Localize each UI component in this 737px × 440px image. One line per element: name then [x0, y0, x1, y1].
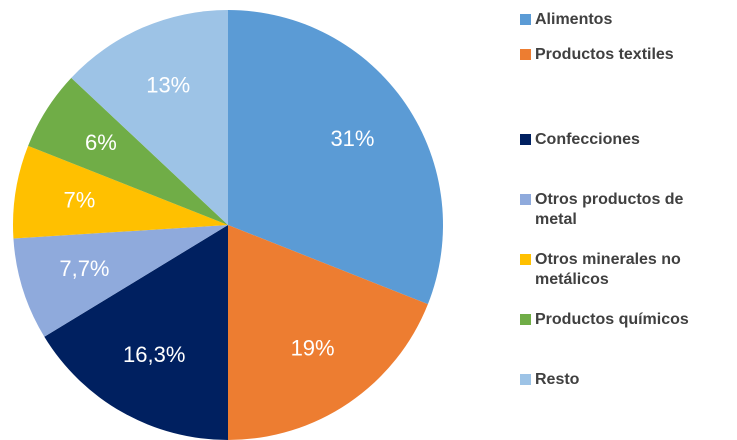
legend-swatch	[520, 194, 531, 205]
legend-swatch	[520, 374, 531, 385]
legend-swatch	[520, 134, 531, 145]
legend-label: Productos químicos	[535, 311, 689, 328]
legend-item: Resto	[520, 370, 720, 390]
pie-slice	[13, 225, 228, 337]
data-label: 7%	[63, 187, 95, 212]
legend-label: Otros productos de metal	[535, 191, 684, 228]
legend-label: Resto	[535, 371, 580, 388]
legend-swatch	[520, 49, 531, 60]
legend-item: Confecciones	[520, 130, 720, 150]
pie-slice	[28, 77, 229, 225]
legend-label: Otros minerales no metálicos	[535, 251, 681, 288]
legend-swatch	[520, 314, 531, 325]
legend-swatch	[520, 254, 531, 265]
data-label: 31%	[330, 126, 374, 151]
pie-slice	[71, 10, 228, 225]
data-label: 19%	[291, 335, 335, 360]
pie-slice	[44, 225, 228, 440]
legend-item: Productos textiles	[520, 45, 720, 65]
legend-item: Otros minerales no metálicos	[520, 250, 720, 290]
data-label: 13%	[146, 73, 190, 98]
data-label: 7,7%	[59, 256, 109, 281]
data-label: 16,3%	[123, 342, 185, 367]
pie-slice	[228, 10, 443, 305]
pie-slice	[228, 225, 428, 440]
legend-label: Confecciones	[535, 131, 640, 148]
legend-item: Productos químicos	[520, 310, 720, 330]
legend-label: Alimentos	[535, 11, 613, 28]
legend-item: Alimentos	[520, 10, 720, 30]
legend-label: Productos textiles	[535, 46, 674, 63]
pie-slice	[13, 145, 228, 239]
legend-item: Otros productos de metal	[520, 190, 720, 230]
data-label: 6%	[85, 130, 117, 155]
legend-swatch	[520, 14, 531, 25]
